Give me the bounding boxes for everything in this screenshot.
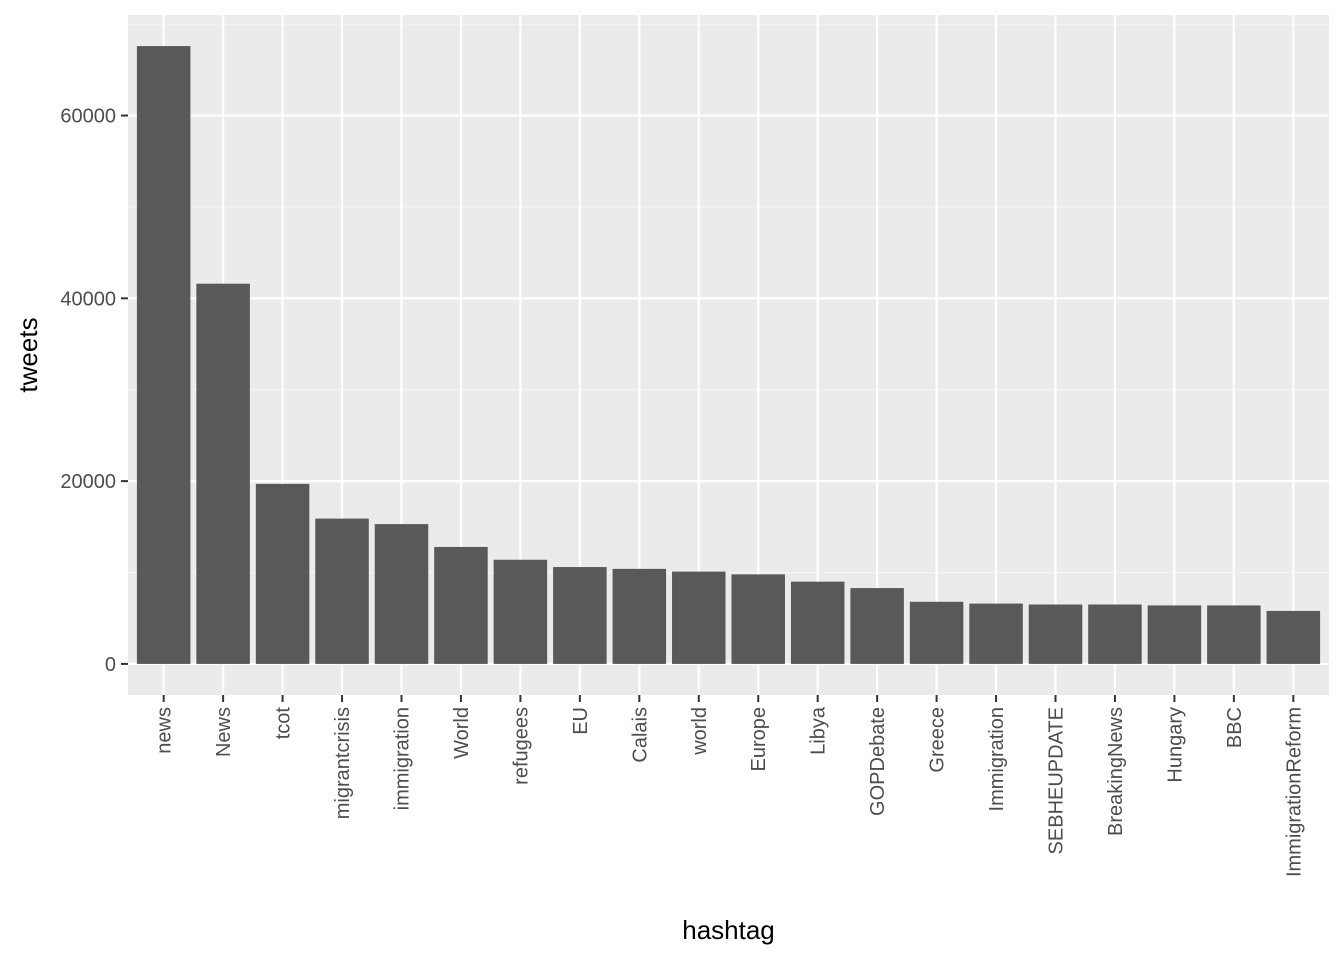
x-tick-label: refugees — [510, 707, 532, 785]
bar-Calais — [612, 568, 667, 664]
y-axis-title: tweets — [13, 317, 43, 392]
bar-Libya — [790, 581, 845, 664]
bar-refugees — [493, 559, 548, 664]
y-tick-label: 60000 — [60, 106, 116, 128]
x-tick-label: migrantcrisis — [332, 707, 354, 819]
x-tick-label: Calais — [629, 707, 651, 763]
x-tick-label: Europe — [748, 707, 770, 772]
x-tick-label: news — [154, 707, 176, 754]
x-tick-label: Hungary — [1164, 707, 1186, 783]
bar-EU — [553, 567, 607, 664]
x-tick-label: Immigration — [986, 707, 1008, 811]
y-tick-label: 40000 — [60, 288, 116, 310]
x-tick-label: GOPDebate — [867, 707, 889, 816]
x-axis-title: hashtag — [682, 915, 775, 945]
bar-Immigration — [969, 603, 1023, 664]
x-tick-label: News — [213, 707, 235, 757]
x-tick-label: BreakingNews — [1105, 707, 1127, 836]
x-tick-label: tcot — [273, 707, 295, 740]
x-tick-label: EU — [570, 707, 592, 735]
y-tick-label: 0 — [105, 654, 116, 676]
x-axis: news News tcot migrantcrisis immigration Worl… — [154, 695, 1305, 877]
bar-Europe — [731, 574, 785, 664]
bar-GOPDebate — [850, 588, 904, 664]
x-tick-label: Libya — [808, 706, 830, 755]
x-tick-label: Greece — [927, 707, 949, 773]
bar-BBC — [1207, 605, 1261, 664]
bar-news — [136, 46, 191, 664]
bar-ImmigrationReform — [1266, 610, 1321, 664]
bar-SEBHEUPDATE — [1028, 604, 1083, 664]
bars — [136, 46, 1321, 664]
bar-Greece — [909, 601, 964, 664]
bar-world — [672, 571, 726, 664]
y-axis: 0 20000 40000 60000 — [60, 106, 128, 676]
bar-News — [196, 283, 250, 664]
x-tick-label: ImmigrationReform — [1283, 707, 1305, 877]
x-tick-label: World — [451, 707, 473, 759]
bar-immigration — [374, 524, 429, 664]
bar-tcot — [255, 483, 310, 664]
y-tick-label: 20000 — [60, 471, 116, 493]
x-tick-label: BBC — [1224, 707, 1246, 748]
x-tick-label: immigration — [391, 707, 413, 810]
bar-Hungary — [1147, 605, 1202, 664]
bar-BreakingNews — [1088, 604, 1142, 664]
x-tick-label: world — [689, 707, 711, 756]
x-tick-label: SEBHEUPDATE — [1046, 707, 1068, 854]
bar-migrantcrisis — [315, 518, 369, 664]
bar-World — [434, 546, 488, 664]
